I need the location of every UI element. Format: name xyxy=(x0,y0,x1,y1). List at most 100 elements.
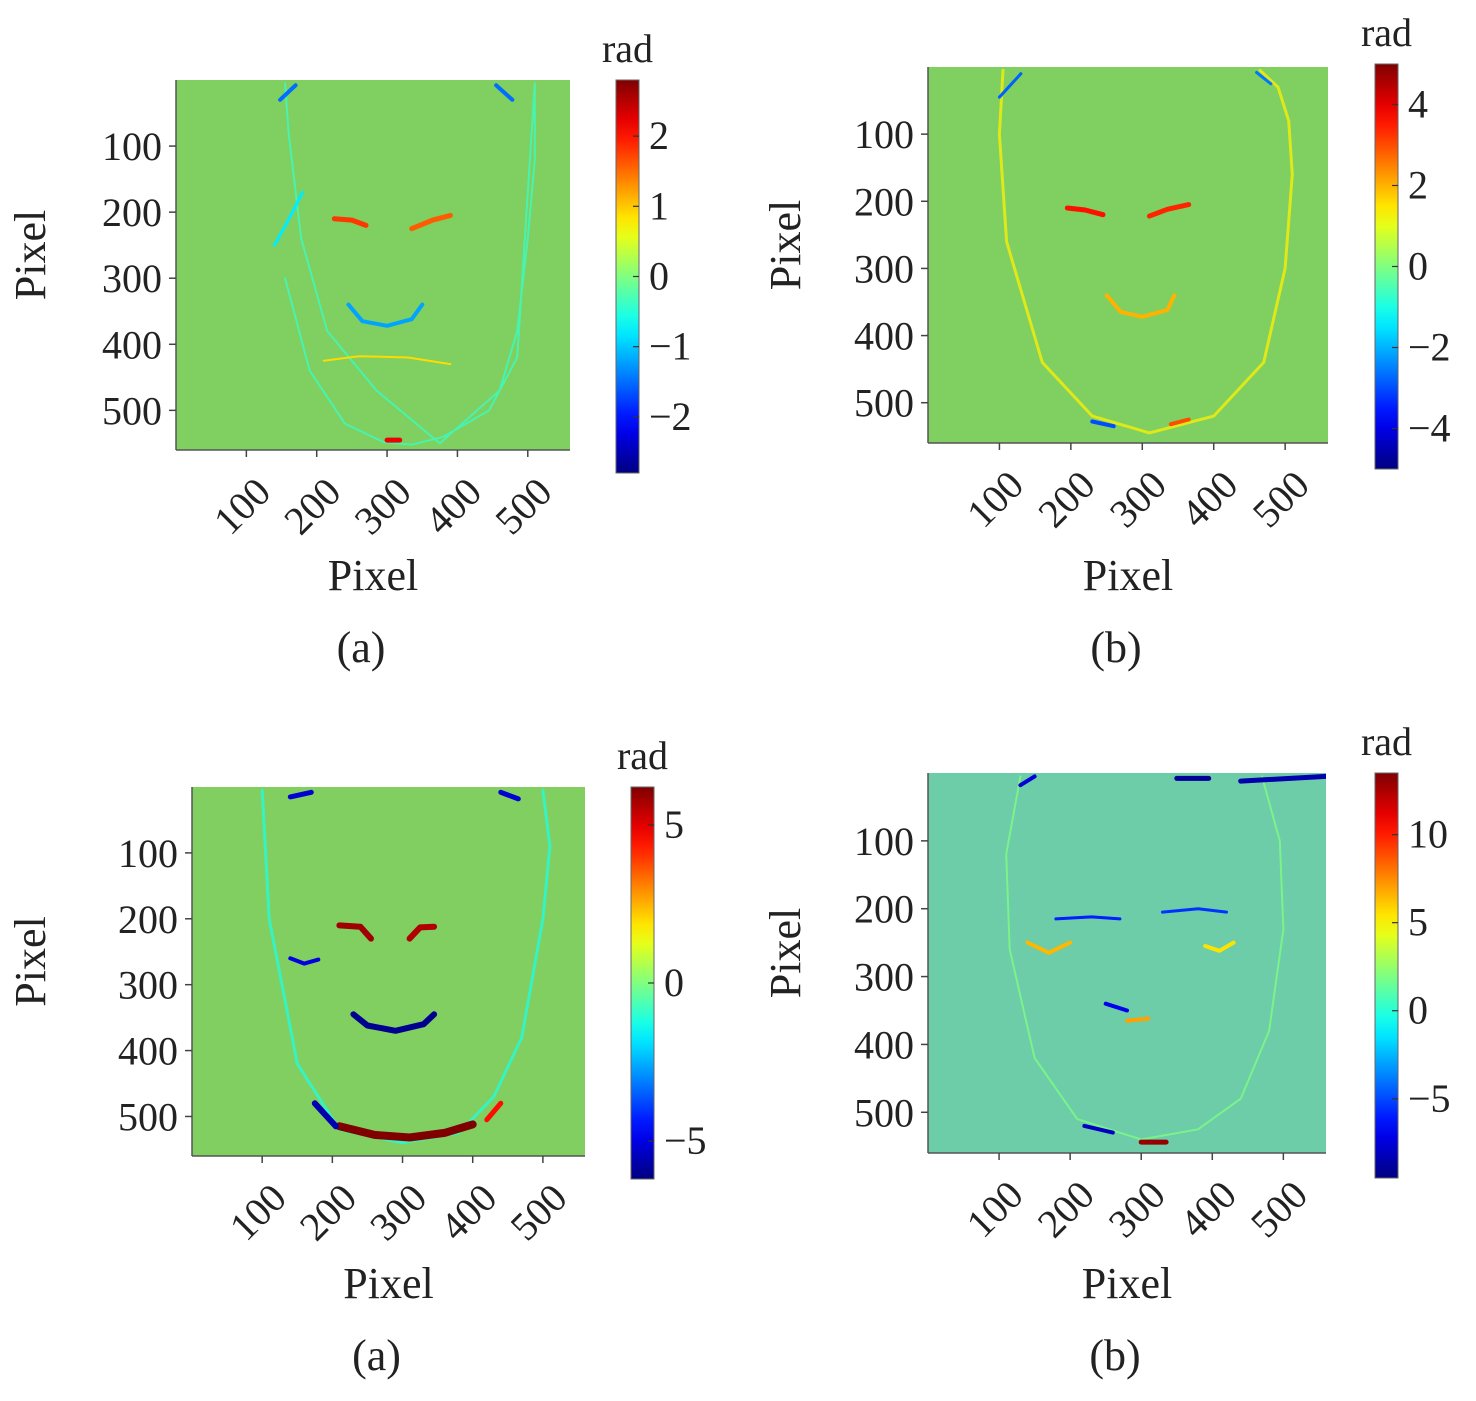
face-outline-1 xyxy=(1005,775,1285,1141)
phase-stroke-3 xyxy=(1146,202,1192,219)
colorbar-tick-label: −4 xyxy=(1408,406,1451,451)
phase-stroke-6 xyxy=(1103,1001,1129,1013)
face-outline-1 xyxy=(284,82,536,446)
phase-stroke-2 xyxy=(336,922,374,942)
phase-stroke-11 xyxy=(1238,773,1326,784)
colorbar-tick-label: −5 xyxy=(1408,1076,1451,1121)
x-axis-title: Pixel xyxy=(328,551,418,600)
colorbar: rad −5 0 5 10 xyxy=(1361,719,1451,1179)
x-tick-label: 400 xyxy=(1171,1172,1245,1246)
y-tick-label: 500 xyxy=(118,1094,178,1139)
heatmap-background xyxy=(928,773,1326,1153)
phase-stroke-12 xyxy=(1018,774,1037,788)
colorbar-tick-label: −2 xyxy=(649,394,692,439)
y-tick-label: 300 xyxy=(102,256,162,301)
y-tick-label: 300 xyxy=(854,246,914,291)
phase-stroke-3 xyxy=(331,216,369,228)
x-tick-label: 500 xyxy=(501,1175,575,1249)
colorbar-tick-label: 0 xyxy=(1408,988,1428,1033)
y-tick-label: 400 xyxy=(102,322,162,367)
y-tick-label: 400 xyxy=(854,1022,914,1067)
phase-stroke-8 xyxy=(1255,70,1273,86)
y-tick-label: 100 xyxy=(118,831,178,876)
phase-stroke-4 xyxy=(409,212,453,232)
chart-panel-2: 100200300400500100200300400500PixelPixel… xyxy=(761,10,1450,672)
phase-stroke-5 xyxy=(1161,907,1228,914)
phase-stroke-3 xyxy=(1203,940,1236,953)
panel-label: (a) xyxy=(352,1331,401,1380)
colorbar-tick-label: −2 xyxy=(1408,325,1451,370)
y-tick-label: 300 xyxy=(118,963,178,1008)
heatmap-features xyxy=(1005,773,1326,1145)
colorbar-tick-label: 2 xyxy=(1408,163,1428,208)
y-tick-label: 200 xyxy=(854,179,914,224)
phase-stroke-2 xyxy=(273,190,305,247)
phase-stroke-6 xyxy=(335,1120,477,1142)
y-axis-title: Pixel xyxy=(761,200,810,290)
colorbar-tick-label: 4 xyxy=(1408,82,1428,127)
phase-stroke-4 xyxy=(288,956,321,966)
x-axis-title: Pixel xyxy=(1082,1259,1172,1308)
panel-label: (a) xyxy=(337,623,386,672)
colorbar: rad −4 −2 0 2 4 xyxy=(1361,10,1451,470)
phase-stroke-5 xyxy=(346,302,425,328)
chart-panel-4: 100200300400500100200300400500PixelPixel… xyxy=(761,719,1450,1380)
x-tick-label: 400 xyxy=(416,469,490,543)
x-tick-label: 200 xyxy=(291,1175,365,1249)
heatmap-background xyxy=(928,67,1328,443)
phase-stroke-6 xyxy=(1168,417,1191,427)
colorbar-title: rad xyxy=(617,733,668,778)
colorbar-tick-label: 1 xyxy=(649,183,669,228)
phase-stroke-7 xyxy=(1125,1016,1151,1023)
phase-stroke-8 xyxy=(494,83,515,102)
y-tick-label: 200 xyxy=(854,887,914,932)
phase-stroke-7 xyxy=(997,72,1023,99)
heatmap-background xyxy=(192,787,585,1156)
colorbar: rad −2 −1 0 1 2 xyxy=(602,26,692,474)
x-tick-label: 100 xyxy=(958,462,1032,536)
x-tick-label: 500 xyxy=(1244,462,1318,536)
y-tick-label: 100 xyxy=(102,124,162,169)
y-axis-title: Pixel xyxy=(6,916,55,1006)
heatmap-features xyxy=(273,82,536,446)
x-tick-label: 300 xyxy=(346,469,420,543)
y-axis-title: Pixel xyxy=(6,210,55,300)
colorbar-tick-label: 5 xyxy=(1408,900,1428,945)
x-tick-label: 200 xyxy=(275,469,349,543)
x-tick-label: 300 xyxy=(1100,1172,1174,1246)
y-tick-label: 500 xyxy=(854,1090,914,1135)
x-tick-label: 100 xyxy=(221,1175,295,1249)
phase-stroke-2 xyxy=(1025,940,1073,955)
phase-stroke-9 xyxy=(287,789,314,800)
face-outline-1 xyxy=(997,68,1294,435)
y-tick-label: 500 xyxy=(102,388,162,433)
phase-stroke-7 xyxy=(278,83,298,102)
phase-stroke-10 xyxy=(498,789,521,802)
phase-stroke-2 xyxy=(1064,205,1106,218)
x-tick-label: 400 xyxy=(431,1175,505,1249)
colorbar-tick-label: 10 xyxy=(1408,812,1448,857)
phase-stroke-4 xyxy=(1054,915,1122,921)
colorbar-tick-label: −1 xyxy=(649,324,692,369)
phase-stroke-5 xyxy=(350,1011,438,1034)
x-tick-label: 100 xyxy=(958,1172,1032,1246)
y-tick-label: 100 xyxy=(854,819,914,864)
phase-stroke-9 xyxy=(322,355,452,366)
colorbar-title: rad xyxy=(1361,719,1412,764)
y-tick-label: 200 xyxy=(102,190,162,235)
x-tick-label: 400 xyxy=(1172,462,1246,536)
phase-stroke-7 xyxy=(311,1100,339,1130)
chart-panel-1: 100200300400500100200300400500PixelPixel… xyxy=(6,26,691,672)
colorbar-tick-label: 0 xyxy=(649,254,669,299)
y-tick-label: 100 xyxy=(854,112,914,157)
heatmap-background xyxy=(176,80,570,450)
y-tick-label: 400 xyxy=(118,1029,178,1074)
colorbar-tick-label: −5 xyxy=(664,1118,707,1163)
phase-stroke-9 xyxy=(1082,1123,1115,1135)
heatmap-features xyxy=(260,788,552,1145)
colorbar-tick-label: 0 xyxy=(664,960,684,1005)
colorbar-gradient xyxy=(1374,772,1399,1179)
colorbar-title: rad xyxy=(602,26,653,71)
phase-stroke-3 xyxy=(406,923,438,942)
